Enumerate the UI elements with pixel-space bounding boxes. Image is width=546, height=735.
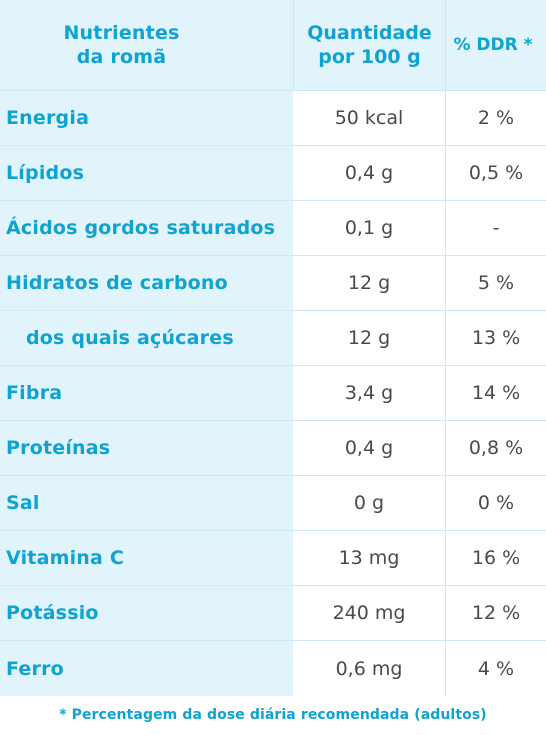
nutrient-ddr: 12 % — [445, 586, 546, 640]
table-row: Fibra 3,4 g 14 % — [0, 366, 546, 421]
nutrient-amount: 12 g — [293, 311, 445, 365]
nutrient-amount: 0,4 g — [293, 146, 445, 200]
header-nutrients: Nutrientes da romã — [0, 0, 293, 90]
header-ddr: % DDR * — [445, 0, 546, 90]
table-row: Hidratos de carbono 12 g 5 % — [0, 256, 546, 311]
nutrient-ddr: - — [445, 201, 546, 255]
table-row: Proteínas 0,4 g 0,8 % — [0, 421, 546, 476]
nutrient-amount: 3,4 g — [293, 366, 445, 420]
nutrient-amount: 13 mg — [293, 531, 445, 585]
table-row: Vitamina C 13 mg 16 % — [0, 531, 546, 586]
nutrient-ddr: 0,8 % — [445, 421, 546, 475]
nutrient-ddr: 0,5 % — [445, 146, 546, 200]
table-row: Ácidos gordos saturados 0,1 g - — [0, 201, 546, 256]
nutrient-amount: 12 g — [293, 256, 445, 310]
nutrient-name: dos quais açúcares — [0, 311, 293, 365]
nutrient-ddr: 5 % — [445, 256, 546, 310]
nutrient-ddr: 13 % — [445, 311, 546, 365]
nutrient-amount: 0,4 g — [293, 421, 445, 475]
nutrient-name: Lípidos — [0, 146, 293, 200]
nutrient-name: Fibra — [0, 366, 293, 420]
nutrient-name: Hidratos de carbono — [0, 256, 293, 310]
nutrient-name: Sal — [0, 476, 293, 530]
nutrient-name: Ferro — [0, 641, 293, 696]
nutrient-ddr: 4 % — [445, 641, 546, 696]
nutrition-table: Nutrientes da romã Quantidade por 100 g … — [0, 0, 546, 696]
table-row: Energia 50 kcal 2 % — [0, 91, 546, 146]
nutrient-amount: 50 kcal — [293, 91, 445, 145]
nutrient-amount: 240 mg — [293, 586, 445, 640]
nutrient-amount: 0,1 g — [293, 201, 445, 255]
nutrient-name: Ácidos gordos saturados — [0, 201, 293, 255]
table-header: Nutrientes da romã Quantidade por 100 g … — [0, 0, 546, 91]
table-row: Sal 0 g 0 % — [0, 476, 546, 531]
header-ddr-label: % DDR * — [453, 35, 533, 55]
nutrient-name: Energia — [0, 91, 293, 145]
nutrient-name: Proteínas — [0, 421, 293, 475]
nutrient-ddr: 14 % — [445, 366, 546, 420]
nutrient-name: Potássio — [0, 586, 293, 640]
nutrient-name: Vitamina C — [0, 531, 293, 585]
table-row: Ferro 0,6 mg 4 % — [0, 641, 546, 696]
nutrient-amount: 0 g — [293, 476, 445, 530]
table-row: Potássio 240 mg 12 % — [0, 586, 546, 641]
header-nutrients-line1: Nutrientes — [63, 22, 180, 44]
table-row: dos quais açúcares 12 g 13 % — [0, 311, 546, 366]
nutrient-ddr: 16 % — [445, 531, 546, 585]
header-quantity-line2: por 100 g — [318, 46, 421, 68]
nutrient-ddr: 0 % — [445, 476, 546, 530]
header-quantity-line1: Quantidade — [307, 22, 432, 44]
footnote: * Percentagem da dose diária recomendada… — [59, 707, 487, 723]
nutrient-ddr: 2 % — [445, 91, 546, 145]
table-row: Lípidos 0,4 g 0,5 % — [0, 146, 546, 201]
header-quantity: Quantidade por 100 g — [293, 0, 445, 90]
header-nutrients-line2: da romã — [76, 46, 167, 68]
nutrient-amount: 0,6 mg — [293, 641, 445, 696]
